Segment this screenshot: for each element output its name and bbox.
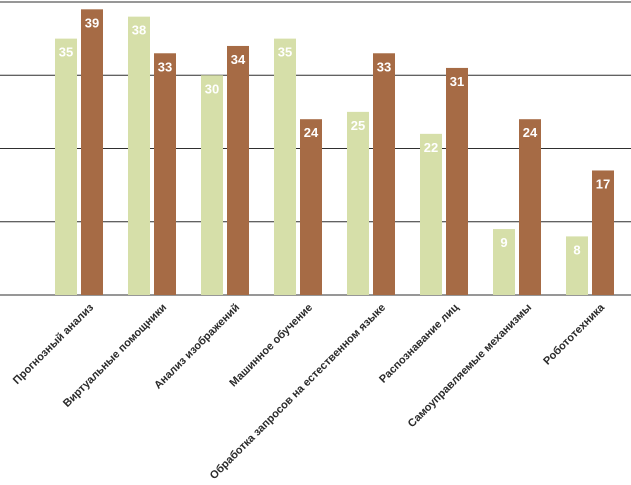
- value-label-s1-c4: 35: [278, 45, 292, 60]
- value-label-s2-c3: 34: [231, 52, 246, 67]
- bar-s2-c3: [227, 45, 249, 296]
- category-label-6: Распознавание лиц: [377, 301, 461, 385]
- value-label-s2-c6: 31: [450, 74, 464, 89]
- bar-s1-c7: [493, 229, 515, 295]
- bar-s1-c5: [347, 111, 369, 295]
- category-label-5: Обработка запросов на естественном языке: [208, 302, 388, 482]
- value-label-s1-c8: 8: [573, 242, 580, 257]
- value-label-s1-c7: 9: [500, 235, 507, 250]
- bar-s1-c4: [274, 38, 296, 295]
- category-label-1: Прогнозный анализ: [11, 301, 97, 387]
- bar-s1-c1: [55, 38, 77, 295]
- category-label-8: Робототехника: [541, 301, 608, 368]
- bar-s1-c6: [420, 133, 442, 295]
- value-label-s1-c6: 22: [424, 140, 438, 155]
- bar-s1-c2: [128, 16, 150, 296]
- value-label-s2-c5: 33: [377, 59, 391, 74]
- value-label-s2-c1: 39: [85, 15, 99, 30]
- category-label-4: Машинное обучение: [227, 302, 315, 390]
- category-label-7: Самоуправляемые механизмы: [406, 302, 534, 430]
- value-label-s1-c1: 35: [59, 45, 73, 60]
- bar-s2-c2: [154, 53, 176, 296]
- bar-s2-c7: [519, 119, 541, 295]
- bar-s1-c8: [566, 236, 588, 295]
- value-label-s2-c7: 24: [523, 125, 538, 140]
- bar-s2-c6: [446, 67, 468, 295]
- value-label-s2-c2: 33: [158, 59, 172, 74]
- bar-s2-c5: [373, 53, 395, 296]
- bar-s1-c3: [201, 75, 223, 295]
- bar-s2-c8: [592, 170, 614, 295]
- value-label-s1-c5: 25: [351, 118, 365, 133]
- bars: [55, 9, 614, 296]
- bar-s2-c1: [81, 9, 103, 295]
- value-label-s1-c2: 38: [132, 23, 146, 38]
- value-label-s2-c8: 17: [596, 176, 610, 191]
- value-label-s2-c4: 24: [304, 125, 319, 140]
- value-label-s1-c3: 30: [205, 81, 219, 96]
- category-label-3: Анализ изображений: [152, 302, 242, 392]
- bar-s2-c4: [300, 119, 322, 295]
- value-labels: 35 39 38 33 30 34 35 24 25 33 22 31 9 24 8 17: [59, 15, 610, 257]
